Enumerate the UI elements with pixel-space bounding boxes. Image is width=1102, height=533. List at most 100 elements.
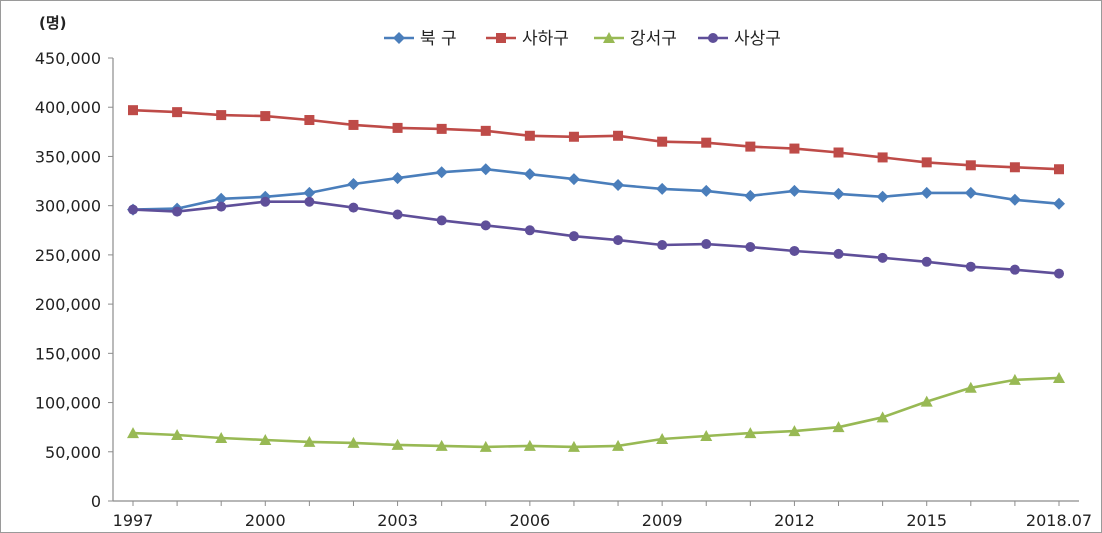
data-point	[391, 438, 404, 450]
data-point	[479, 440, 492, 452]
y-tick-label: 150,000	[35, 344, 101, 363]
data-point	[612, 439, 625, 451]
data-point	[876, 190, 889, 203]
legend-label: 강서구	[630, 29, 677, 49]
legend-marker	[603, 32, 615, 43]
legend-label: 북 구	[420, 29, 457, 49]
x-tick-label: 2006	[509, 511, 550, 530]
legend-marker	[708, 33, 718, 43]
data-point	[700, 184, 713, 197]
data-point	[303, 186, 316, 199]
y-axis-unit-label: (명)	[39, 14, 67, 32]
data-point	[215, 431, 228, 443]
data-point	[172, 206, 183, 217]
data-point	[347, 178, 360, 191]
data-point	[348, 202, 359, 213]
data-point	[436, 215, 447, 226]
data-point	[656, 432, 669, 444]
data-point	[1009, 264, 1020, 275]
data-point	[701, 239, 712, 250]
data-point	[964, 186, 977, 199]
data-point	[833, 147, 844, 158]
data-point	[171, 429, 184, 441]
data-point	[921, 256, 932, 267]
data-point	[788, 425, 801, 437]
data-point	[127, 427, 139, 439]
data-point	[1009, 162, 1020, 173]
legend-marker	[496, 33, 506, 43]
y-tick-label: 50,000	[45, 443, 101, 462]
data-point	[436, 123, 447, 134]
data-point	[877, 152, 888, 163]
data-point	[568, 131, 579, 142]
data-point	[435, 439, 448, 451]
y-tick-label: 300,000	[35, 197, 101, 216]
x-tick-label: 2003	[377, 511, 418, 530]
data-point	[1008, 193, 1021, 206]
series-2	[128, 105, 1064, 175]
x-tick-label: 2009	[642, 511, 683, 530]
data-point	[347, 436, 360, 448]
data-point	[833, 248, 844, 259]
data-point	[172, 107, 183, 118]
data-point	[304, 115, 315, 126]
data-point	[745, 242, 756, 253]
data-point	[964, 381, 977, 393]
data-point	[260, 111, 271, 122]
data-point	[965, 261, 976, 272]
x-tick-label: 2018.07	[1026, 511, 1092, 530]
data-point	[920, 395, 933, 407]
data-point	[832, 421, 845, 433]
data-point	[965, 160, 976, 171]
y-tick-label: 450,000	[35, 49, 101, 68]
data-point	[921, 157, 932, 168]
data-point	[216, 201, 227, 212]
data-point	[1054, 268, 1064, 279]
data-point	[259, 433, 272, 445]
data-point	[524, 225, 535, 236]
legend-label: 사상구	[734, 29, 781, 49]
data-point	[260, 196, 271, 207]
data-point	[657, 240, 668, 251]
series-line	[132, 376, 1060, 449]
legend-item: 북 구	[384, 29, 457, 49]
data-point	[480, 220, 491, 231]
data-point	[832, 187, 845, 200]
data-point	[1053, 371, 1065, 383]
data-point	[700, 430, 713, 442]
x-tick-label: 1997	[113, 511, 154, 530]
data-point	[1054, 164, 1064, 175]
data-point	[876, 411, 889, 423]
legend-item: 사상구	[698, 29, 781, 49]
data-point	[657, 136, 668, 147]
data-point	[435, 166, 448, 179]
data-point	[524, 130, 535, 141]
data-point	[744, 189, 757, 202]
data-point	[1053, 197, 1065, 210]
data-point	[788, 184, 801, 197]
data-point	[701, 137, 712, 148]
data-point	[567, 173, 580, 186]
legend-marker	[393, 32, 405, 44]
series-line	[132, 167, 1060, 211]
data-point	[391, 172, 404, 185]
data-point	[215, 192, 228, 205]
data-point	[392, 209, 403, 220]
y-tick-label: 100,000	[35, 394, 101, 413]
series-line	[132, 108, 1060, 171]
series-3	[127, 371, 1065, 452]
data-point	[877, 252, 888, 263]
data-point	[612, 178, 625, 191]
legend-item: 사하구	[486, 29, 569, 49]
data-point	[613, 235, 624, 246]
series-4	[128, 196, 1064, 279]
data-point	[348, 119, 359, 130]
data-point	[480, 125, 491, 136]
data-point	[920, 186, 933, 199]
y-tick-label: 200,000	[35, 295, 101, 314]
data-point	[1008, 373, 1021, 385]
data-point	[128, 105, 138, 116]
x-tick-label: 2000	[245, 511, 286, 530]
